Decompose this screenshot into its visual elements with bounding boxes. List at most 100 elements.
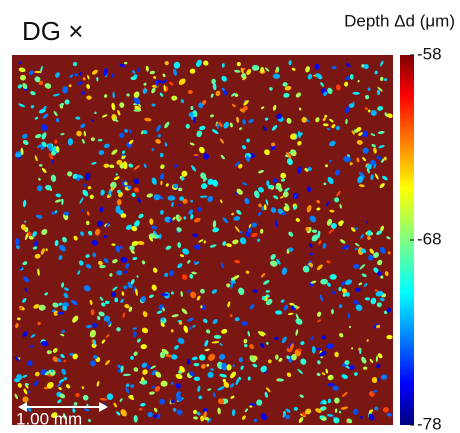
- speckle: [371, 143, 376, 148]
- speckle: [372, 323, 379, 329]
- speckle: [153, 414, 158, 418]
- speckle: [258, 203, 262, 208]
- speckle: [175, 383, 181, 389]
- speckle: [34, 155, 38, 162]
- speckle: [235, 377, 240, 386]
- speckle: [260, 228, 264, 234]
- speckle: [159, 398, 165, 405]
- speckle: [34, 76, 41, 83]
- speckle: [25, 232, 29, 241]
- speckle: [133, 97, 141, 105]
- speckle: [82, 77, 86, 81]
- speckle: [357, 175, 364, 184]
- speckle: [103, 68, 108, 76]
- speckle: [377, 131, 385, 134]
- speckle: [374, 406, 379, 411]
- speckle: [325, 368, 329, 374]
- speckle: [67, 171, 73, 177]
- speckle: [282, 191, 289, 198]
- speckle: [53, 110, 58, 117]
- speckle: [29, 70, 34, 76]
- speckle: [151, 103, 156, 107]
- speckle: [50, 412, 58, 418]
- speckle: [115, 245, 120, 253]
- speckle: [286, 152, 292, 159]
- speckle: [229, 314, 233, 318]
- speckle: [373, 267, 379, 274]
- speckle: [386, 412, 392, 417]
- speckle: [169, 218, 174, 222]
- speckle: [160, 164, 165, 170]
- speckle: [211, 78, 216, 85]
- speckle: [364, 297, 370, 301]
- speckle: [130, 249, 135, 254]
- speckle: [171, 314, 179, 318]
- speckle: [189, 274, 194, 279]
- speckle: [197, 385, 201, 392]
- speckle: [153, 267, 158, 273]
- speckle: [177, 263, 183, 269]
- speckle: [104, 300, 110, 305]
- speckle: [347, 312, 350, 319]
- speckle: [332, 385, 339, 391]
- speckle: [91, 119, 95, 122]
- speckle: [46, 350, 52, 355]
- speckle: [61, 329, 66, 333]
- speckle: [103, 258, 109, 264]
- speckle: [124, 181, 128, 186]
- speckle: [52, 356, 58, 363]
- speckle: [366, 230, 372, 236]
- speckle: [174, 164, 179, 168]
- speckle: [39, 164, 43, 167]
- speckle: [229, 122, 233, 128]
- speckle: [370, 297, 377, 305]
- speckle: [291, 354, 297, 361]
- speckle: [143, 82, 147, 86]
- speckle: [342, 293, 347, 297]
- speckle: [199, 125, 206, 131]
- speckle: [218, 121, 223, 128]
- speckle: [92, 322, 98, 328]
- speckle: [193, 362, 200, 367]
- speckle: [172, 407, 177, 412]
- speckle: [114, 297, 119, 303]
- speckle: [115, 205, 121, 213]
- speckle: [105, 222, 110, 228]
- speckle: [290, 343, 294, 350]
- speckle: [144, 117, 152, 122]
- speckle: [231, 212, 234, 216]
- speckle: [230, 395, 235, 399]
- speckle: [41, 141, 47, 148]
- speckle: [103, 235, 108, 239]
- speckle: [86, 324, 93, 329]
- speckle: [112, 91, 115, 99]
- speckle: [57, 399, 62, 404]
- speckle: [360, 415, 363, 419]
- speckle: [28, 360, 33, 367]
- speckle: [265, 298, 273, 306]
- speckle: [129, 245, 135, 251]
- speckle: [130, 355, 134, 360]
- speckle: [190, 291, 197, 299]
- speckle: [113, 176, 120, 181]
- speckle: [203, 410, 207, 419]
- speckle: [286, 117, 292, 124]
- speckle: [197, 207, 202, 212]
- speckle: [151, 87, 156, 94]
- speckle: [103, 143, 110, 149]
- speckle: [331, 65, 337, 70]
- speckle: [79, 197, 84, 204]
- speckle: [130, 76, 137, 81]
- speckle: [18, 103, 26, 108]
- speckle: [211, 289, 217, 294]
- speckle: [136, 197, 142, 203]
- speckle: [345, 292, 350, 297]
- speckle: [221, 328, 228, 334]
- speckle: [141, 362, 148, 368]
- speckle: [387, 113, 393, 119]
- speckle: [182, 198, 188, 204]
- speckle: [194, 244, 201, 250]
- speckle: [272, 104, 277, 111]
- speckle: [106, 393, 114, 400]
- speckle: [54, 240, 59, 247]
